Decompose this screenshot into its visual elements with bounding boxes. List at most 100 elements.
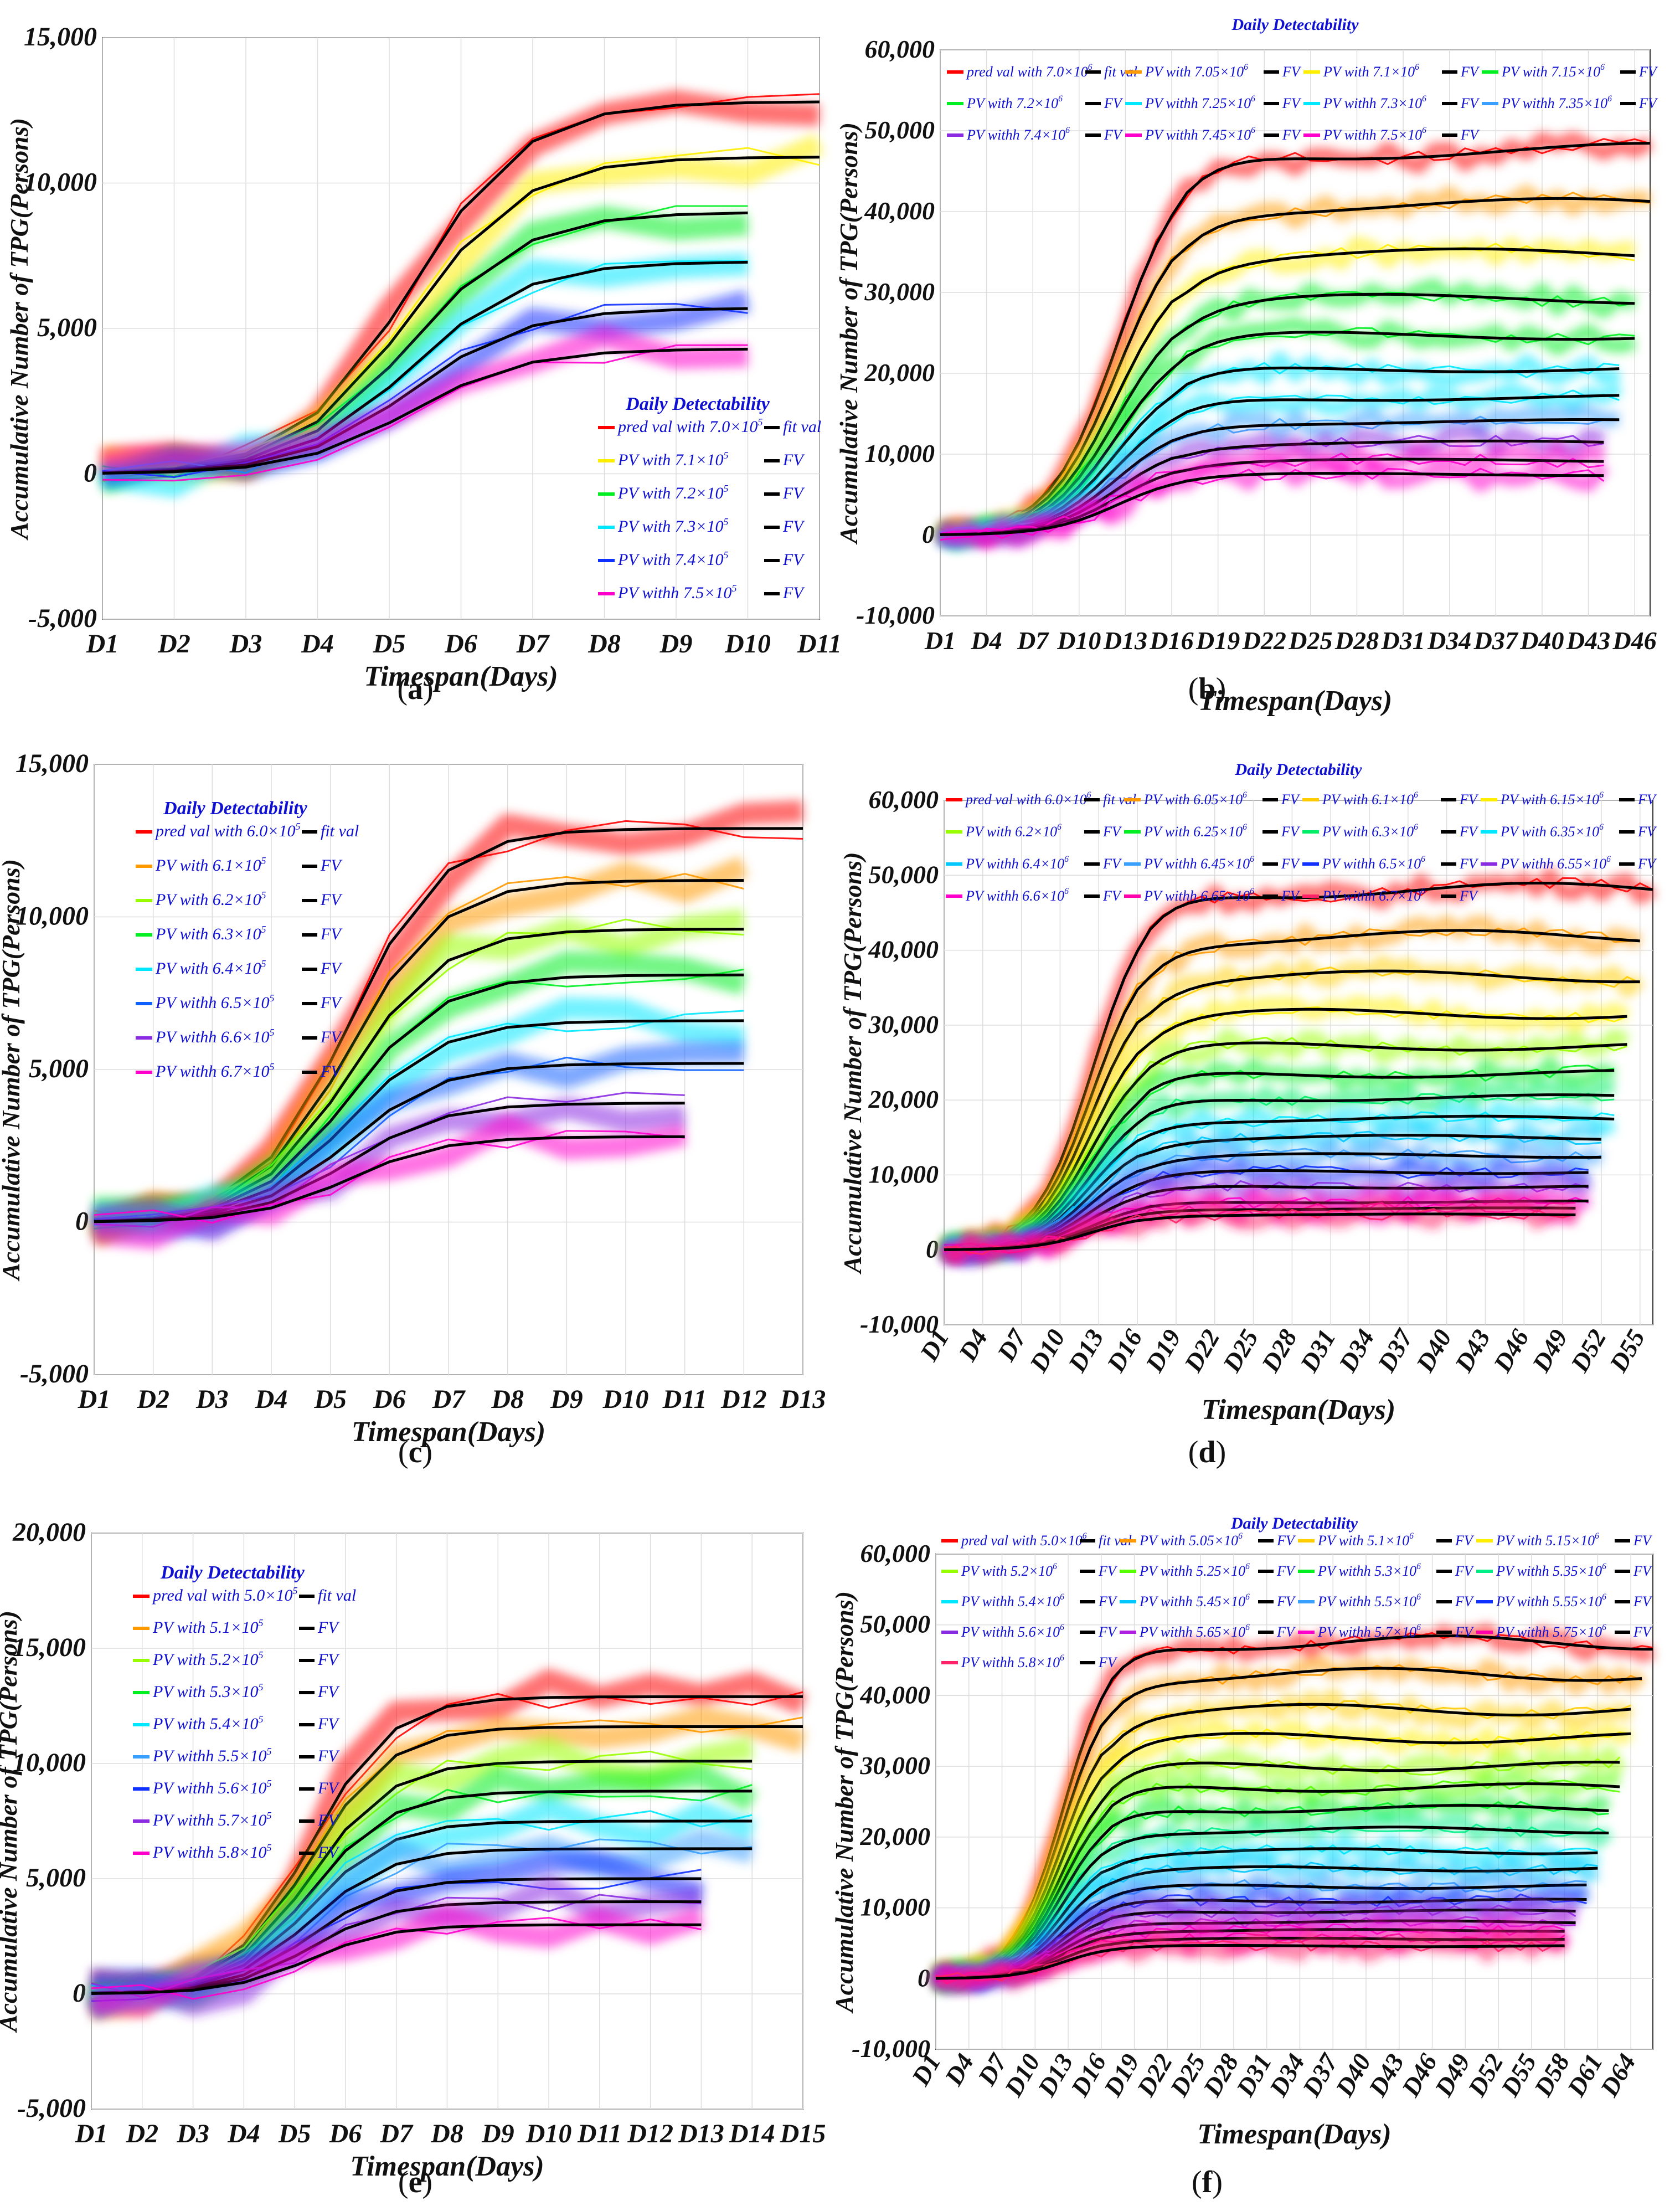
legend-label: PV withh 5.75×106 xyxy=(1496,1623,1606,1640)
legend-fit-label: FV xyxy=(782,451,805,469)
legend-label: pred val with 6.0×106 xyxy=(965,790,1091,808)
legend-label: PV withh 5.35×106 xyxy=(1496,1562,1606,1579)
y-tick-label: 60,000 xyxy=(865,35,935,63)
y-axis-label: Accumulative Number of TPG(Persons) xyxy=(0,859,25,1282)
legend-title: Daily Detectability xyxy=(625,394,770,414)
legend-label: PV with 6.2×105 xyxy=(155,889,266,909)
legend-label: PV withh 6.45×106 xyxy=(1143,855,1254,872)
legend-fit-label: FV xyxy=(1633,1563,1653,1579)
legend-label: PV withh 6.7×106 xyxy=(1322,887,1425,904)
panel-caption: (c) xyxy=(398,1435,432,1469)
x-axis-label: Timespan(Days) xyxy=(1198,685,1392,717)
legend-fit-label: FV xyxy=(782,517,805,536)
predicted-band xyxy=(939,457,1610,550)
legend-fit-label: FV xyxy=(1459,888,1479,904)
legend-fit-label: FV xyxy=(1638,95,1658,111)
x-tick-label: D11 xyxy=(797,629,842,659)
y-tick-label: 50,000 xyxy=(860,1610,931,1638)
legend-fit-label: FV xyxy=(1098,1563,1118,1579)
x-tick-label: D13 xyxy=(1103,626,1147,655)
legend-label: PV with 5.05×106 xyxy=(1139,1531,1243,1549)
x-tick-label: D34 xyxy=(1427,626,1471,655)
legend-label: PV with 7.1×106 xyxy=(1323,63,1419,80)
y-tick-label: 30,000 xyxy=(864,277,935,306)
x-tick-label: D8 xyxy=(491,1385,524,1414)
legend-label: PV withh 5.5×105 xyxy=(152,1746,272,1765)
panel-caption: (d) xyxy=(1188,1435,1226,1469)
x-tick-label: D12 xyxy=(627,2119,673,2148)
x-tick-label: D10 xyxy=(1057,626,1101,655)
y-tick-label: 60,000 xyxy=(869,785,939,814)
legend-label: PV with 7.2×106 xyxy=(966,94,1063,111)
legend-label: PV with 5.2×105 xyxy=(152,1649,264,1669)
legend-label: PV with 6.1×105 xyxy=(155,855,266,875)
x-tick-label: D10 xyxy=(724,629,771,659)
x-tick-label: D19 xyxy=(1195,626,1240,655)
legend-label: pred val with 5.0×106 xyxy=(960,1531,1087,1549)
legend-fit-label: FV xyxy=(320,925,343,943)
x-tick-label: D4 xyxy=(953,1325,993,1366)
predicted-line xyxy=(91,1916,702,2000)
x-tick-label: D52 xyxy=(1565,1325,1611,1377)
y-tick-label: 0 xyxy=(75,1207,89,1236)
x-tick-label: D10 xyxy=(525,2119,572,2148)
x-tick-label: D40 xyxy=(1519,626,1564,655)
legend-label: PV with 5.1×105 xyxy=(152,1617,264,1637)
x-tick-label: D43 xyxy=(1566,626,1610,655)
fit-line xyxy=(91,1923,702,1995)
legend-fit-label: FV xyxy=(1104,127,1124,143)
legend-label: PV with 6.4×105 xyxy=(155,958,266,978)
chart-e: -5,000 0 5,000 10,000 15,000 20,000 D1 D2 D3 D4 D5… xyxy=(0,1518,826,2199)
predicted-band xyxy=(93,997,745,1231)
y-axis-label: Accumulative Number of TPG(Persons) xyxy=(838,852,867,1274)
x-tick-label: D55 xyxy=(1604,1325,1650,1377)
y-tick-label: 30,000 xyxy=(868,1010,939,1038)
legend-label: PV withh 5.7×105 xyxy=(152,1810,272,1829)
legend-label: PV with 6.3×106 xyxy=(1322,822,1418,840)
legend-label: PV withh 7.5×106 xyxy=(1323,126,1426,143)
legend-fit-label: FV xyxy=(1102,888,1122,904)
chart-d: -10,000 0 10,000 20,000 30,000 40,000 50,000 60… xyxy=(838,760,1657,1469)
x-tick-label: D22 xyxy=(1178,1325,1225,1377)
legend-label: PV withh 7.35×106 xyxy=(1501,94,1612,111)
legend-label: PV with 5.4×105 xyxy=(152,1714,264,1733)
x-tick-label: D2 xyxy=(157,629,190,659)
legend-fit-label: FV xyxy=(1282,64,1302,80)
y-tick-label: 5,000 xyxy=(26,1863,86,1893)
chart-title: Daily Detectability xyxy=(1230,1514,1358,1533)
x-tick-label: D4 xyxy=(227,2119,260,2148)
legend-label: PV withh 7.5×105 xyxy=(617,583,737,602)
panel-caption: (b) xyxy=(1188,672,1226,706)
x-axis-label: Timespan(Days) xyxy=(1197,2119,1391,2150)
y-axis-label: Accumulative Number of TPG(Persons) xyxy=(834,122,863,545)
x-tick-label: D28 xyxy=(1256,1325,1302,1377)
x-axis-label: Timespan(Days) xyxy=(1202,1394,1395,1426)
x-tick-label: D43 xyxy=(1449,1325,1496,1377)
legend-label: PV withh 7.45×106 xyxy=(1145,126,1255,143)
y-tick-label: 15,000 xyxy=(24,22,97,52)
y-tick-label: 5,000 xyxy=(29,1054,89,1083)
legend-label: PV withh 7.3×106 xyxy=(1323,94,1426,111)
legend-fit-label: FV xyxy=(1281,791,1301,808)
y-tick-label: -5,000 xyxy=(28,604,97,633)
legend-label: PV withh 5.65×106 xyxy=(1139,1623,1250,1640)
chart-title: Daily Detectability xyxy=(1234,760,1362,779)
legend-label: PV with 6.2×106 xyxy=(965,822,1061,840)
legend-label: PV withh 5.6×106 xyxy=(961,1623,1064,1640)
legend-label: pred val with 5.0×105 xyxy=(152,1585,297,1605)
x-tick-label: D3 xyxy=(195,1385,229,1414)
legend-fit-label: FV xyxy=(1098,1593,1118,1610)
y-tick-label: 0 xyxy=(84,459,97,488)
legend-fit-label: FV xyxy=(1276,1593,1296,1610)
fit-line xyxy=(102,307,748,475)
legend-fit-label: FV xyxy=(320,1062,343,1081)
x-tick-label: D5 xyxy=(278,2119,311,2148)
legend-fit-label: FV xyxy=(1637,791,1657,808)
fit-line xyxy=(102,347,748,475)
legend-label: PV withh 6.5×106 xyxy=(1322,855,1425,872)
y-tick-label: 10,000 xyxy=(16,902,89,931)
legend-fit-label: FV xyxy=(1633,1624,1653,1640)
legend-title: Daily Detectability xyxy=(160,1562,305,1583)
x-tick-label: D2 xyxy=(136,1385,169,1414)
